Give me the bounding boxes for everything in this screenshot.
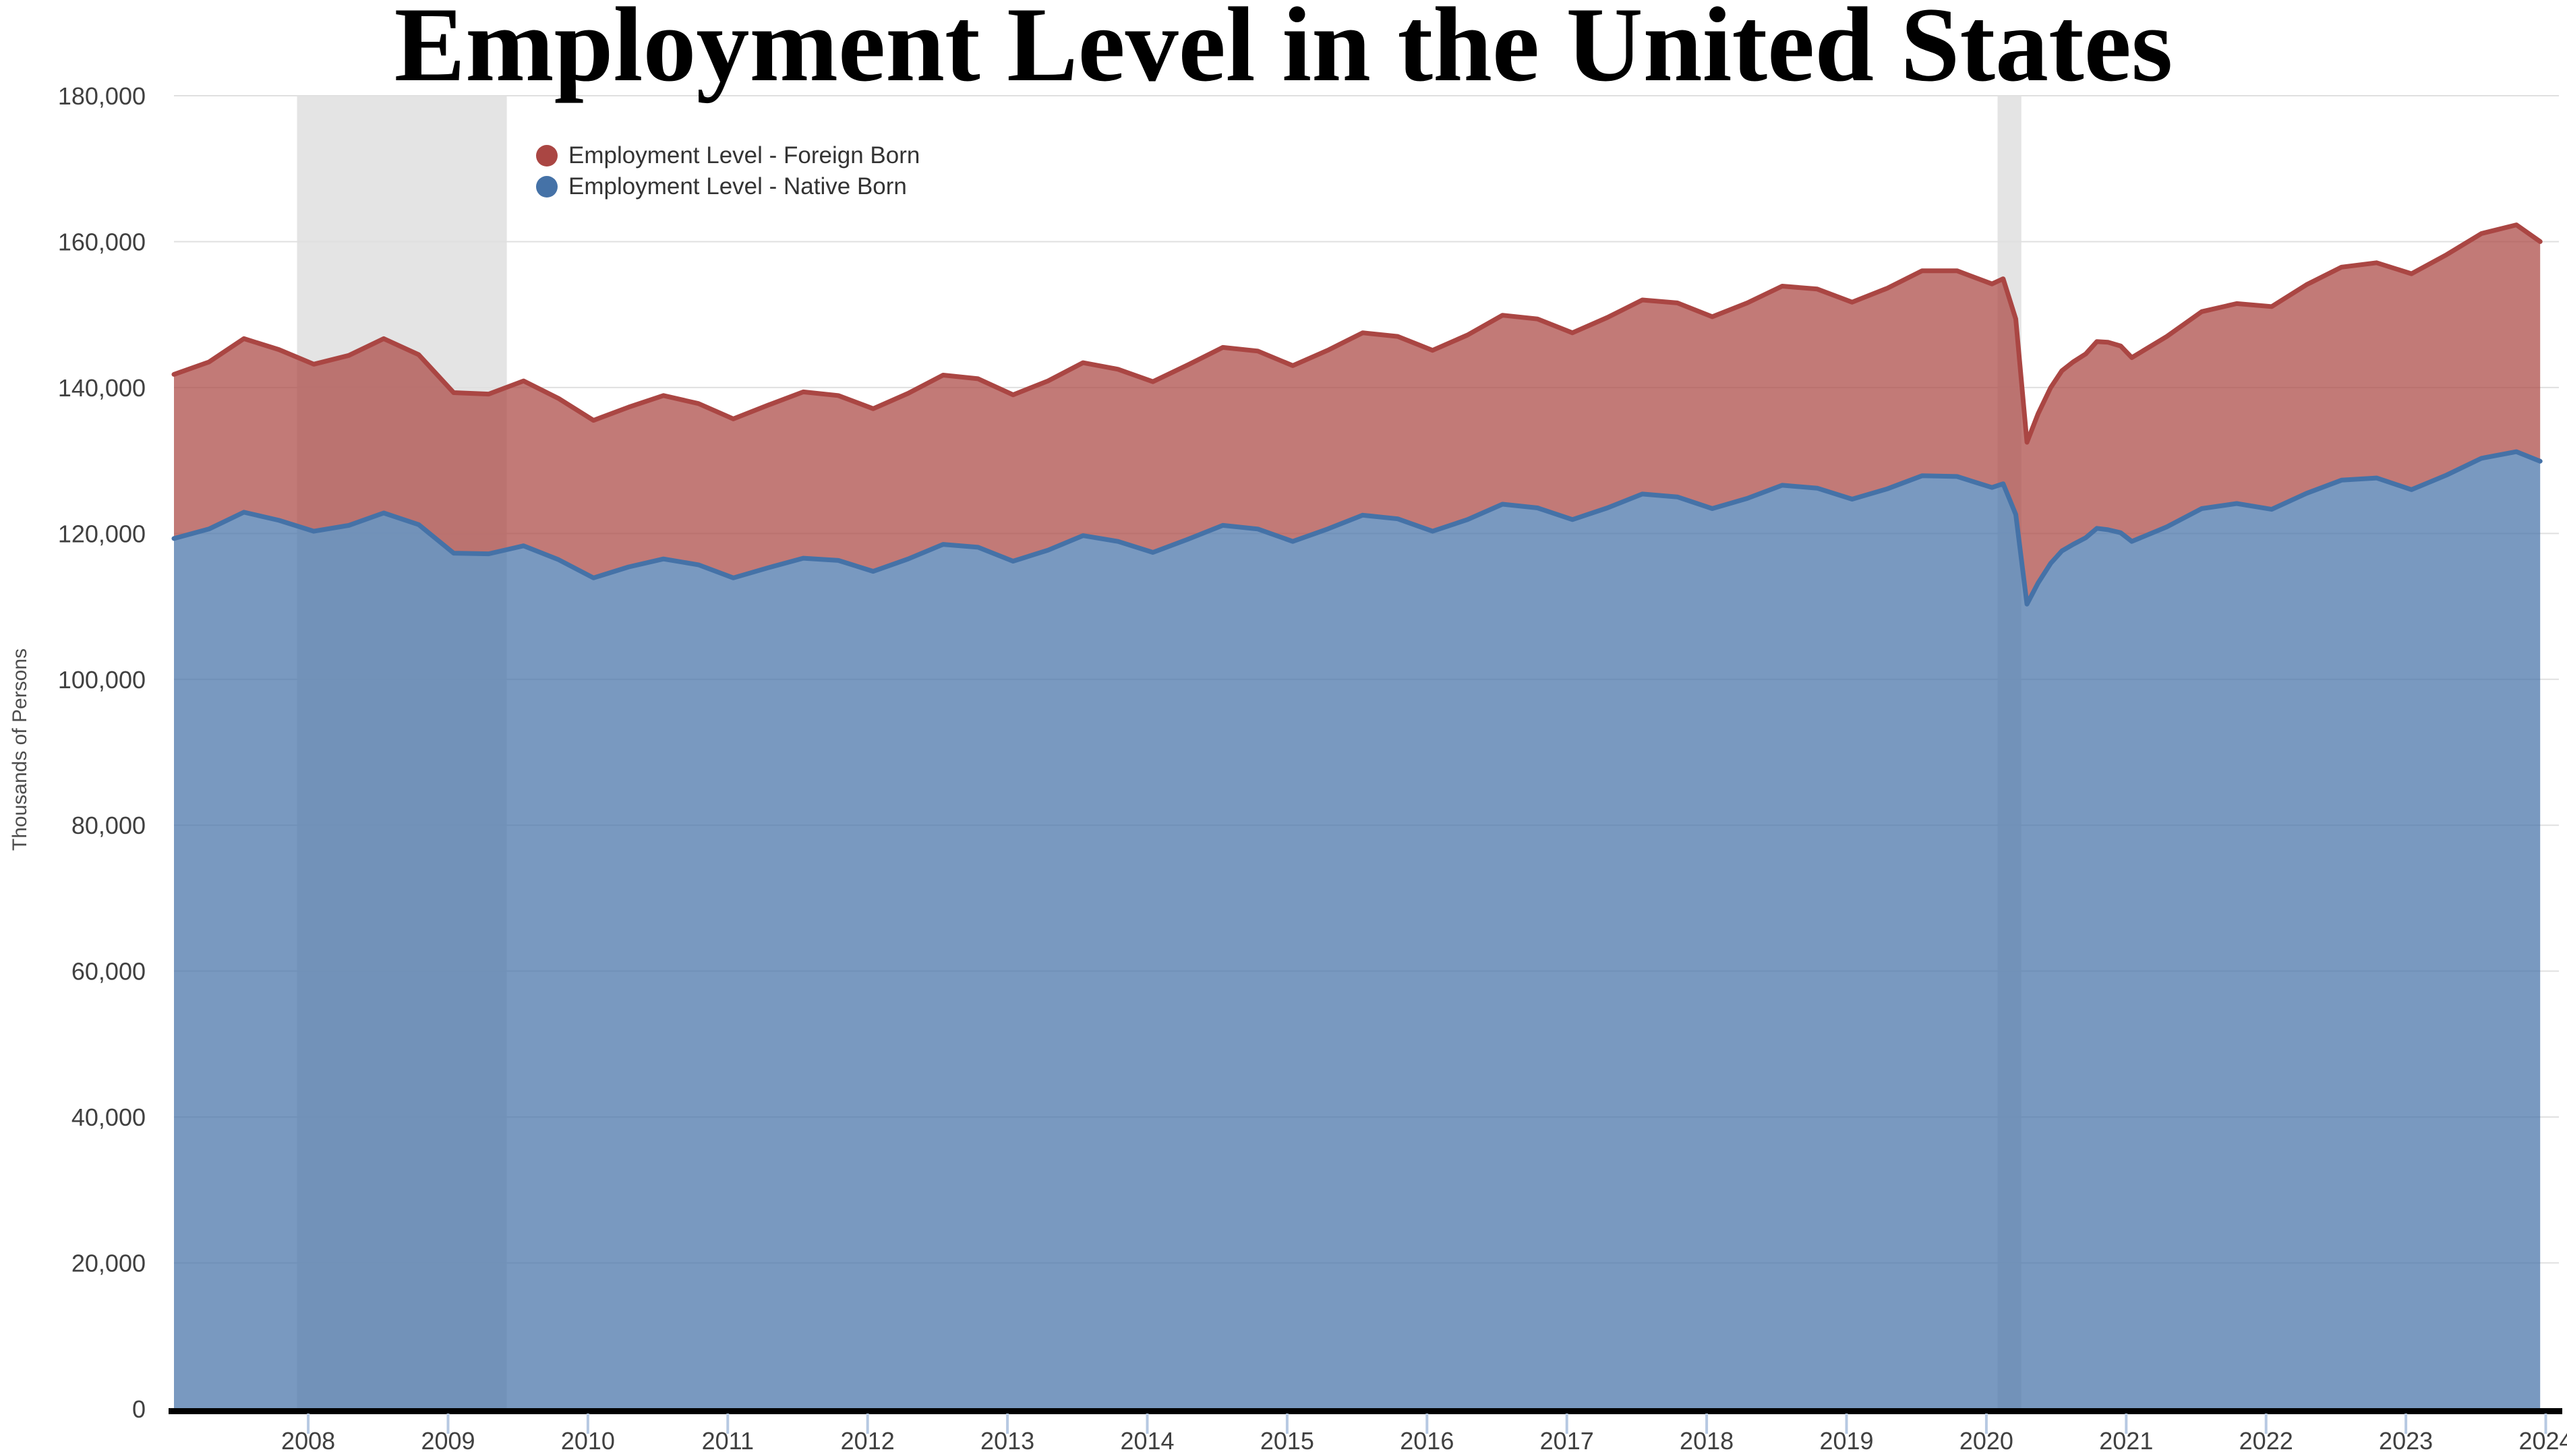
- x-tick-label: 2022: [2239, 1427, 2293, 1455]
- y-tick-label: 60,000: [71, 958, 146, 985]
- x-tick-label: 2009: [421, 1427, 475, 1455]
- line-native-born: [171, 449, 2543, 607]
- x-tick-label: 2008: [281, 1427, 335, 1455]
- y-tick-label: 140,000: [58, 374, 146, 402]
- y-tick-label: 40,000: [71, 1103, 146, 1131]
- area-foreign-born: [174, 224, 2541, 605]
- x-tick-label: 2019: [1819, 1427, 1873, 1455]
- legend-item-native-born[interactable]: Employment Level - Native Born: [536, 171, 920, 202]
- line-foreign-born-total: [171, 222, 2543, 445]
- y-tick-label: 0: [132, 1395, 146, 1423]
- legend: Employment Level - Foreign Born Employme…: [536, 140, 920, 202]
- y-tick-label: 80,000: [71, 812, 146, 839]
- x-tick-label: 2023: [2379, 1427, 2433, 1455]
- x-tick-label: 2021: [2099, 1427, 2153, 1455]
- x-tick-label: 2018: [1680, 1427, 1734, 1455]
- x-tick-label: 2011: [702, 1427, 754, 1455]
- x-tick-label: 2013: [980, 1427, 1034, 1455]
- legend-label-foreign-born: Employment Level - Foreign Born: [568, 142, 920, 169]
- x-tick-label: 2017: [1540, 1427, 1594, 1455]
- x-tick-label: 2012: [841, 1427, 895, 1455]
- legend-marker-native-born-icon: [536, 176, 558, 198]
- x-tick-label: 2015: [1260, 1427, 1314, 1455]
- x-tick-label: 2014: [1120, 1427, 1174, 1455]
- x-tick-label: 2020: [1959, 1427, 2013, 1455]
- legend-label-native-born: Employment Level - Native Born: [568, 173, 907, 200]
- x-tick-label: 2016: [1400, 1427, 1454, 1455]
- x-tick-label: 2024: [2518, 1427, 2567, 1455]
- y-tick-label: 120,000: [58, 520, 146, 547]
- y-tick-label: 160,000: [58, 228, 146, 255]
- area-native-born: [174, 452, 2541, 1410]
- y-axis-title: Thousands of Persons: [9, 648, 31, 851]
- legend-marker-foreign-born-icon: [536, 145, 558, 166]
- x-tick-label: 2010: [561, 1427, 615, 1455]
- chart-title: Employment Level in the United States: [394, 0, 2173, 104]
- y-tick-label: 100,000: [58, 666, 146, 694]
- x-axis-line: [169, 1408, 2562, 1414]
- legend-item-foreign-born[interactable]: Employment Level - Foreign Born: [536, 140, 920, 171]
- y-tick-label: 180,000: [58, 82, 146, 110]
- y-tick-label: 20,000: [71, 1250, 146, 1277]
